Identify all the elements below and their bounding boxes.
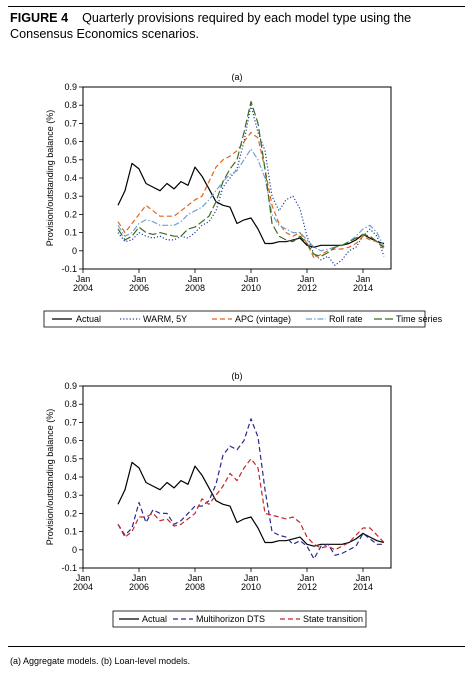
y-tick-label: 0.4	[64, 173, 77, 183]
panel-label: (a)	[232, 72, 243, 82]
plot-frame	[82, 385, 392, 569]
y-tick-label: 0.2	[64, 209, 77, 219]
y-tick-label: 0.1	[64, 228, 77, 238]
y-tick-label: 0.1	[64, 527, 77, 537]
plot-frame	[82, 86, 392, 270]
x-tick-label: 2008	[185, 582, 205, 592]
y-axis-label: Provision/outstanding balance (%)	[45, 110, 55, 247]
legend: Actual WARM, 5Y APC (vintage) Roll rate Time…	[43, 310, 443, 328]
panel-label: (b)	[232, 371, 243, 381]
legend: Actual Multihorizon DTS State transition	[112, 610, 367, 628]
series-line-actual	[117, 162, 385, 248]
legend-frame	[43, 310, 426, 328]
legend-label: Time series	[396, 314, 443, 324]
y-tick-label: 0.9	[64, 82, 77, 92]
x-tick-label: 2004	[73, 283, 93, 293]
y-tick-label: 0.2	[64, 508, 77, 518]
x-tick-label: Jan	[356, 573, 371, 583]
y-tick-label: 0.8	[64, 399, 77, 409]
x-tick-label: Jan	[132, 274, 147, 284]
series-line-roll-rate	[117, 148, 385, 252]
legend-label: Roll rate	[329, 314, 363, 324]
figure-caption-text: Quarterly provisions required by each mo…	[10, 11, 412, 41]
x-tick-label: Jan	[300, 274, 315, 284]
x-tick-label: 2014	[353, 283, 373, 293]
y-tick-label: 0.7	[64, 118, 77, 128]
y-tick-label: 0.9	[64, 381, 77, 391]
x-tick-label: Jan	[244, 573, 259, 583]
x-tick-label: Jan	[188, 274, 203, 284]
legend-label: State transition	[303, 614, 363, 624]
x-tick-label: 2014	[353, 582, 373, 592]
x-tick-label: Jan	[300, 573, 315, 583]
series-line-warm-5y	[117, 104, 385, 266]
y-tick-label: -0.1	[61, 264, 77, 274]
x-tick-label: 2012	[297, 283, 317, 293]
series-line-actual	[117, 461, 385, 547]
x-tick-label: Jan	[244, 274, 259, 284]
y-tick-label: 0	[72, 545, 77, 555]
x-tick-label: Jan	[76, 274, 91, 284]
legend-label: Actual	[76, 314, 101, 324]
y-tick-label: 0.8	[64, 100, 77, 110]
figure-number: FIGURE 4	[10, 11, 69, 25]
series-line-apc-vintage-	[117, 131, 385, 259]
legend-label: Multihorizon DTS	[196, 614, 265, 624]
legend-label: APC (vintage)	[235, 314, 291, 324]
x-tick-label: 2010	[241, 582, 261, 592]
chart-panel-a: (a)-0.100.10.20.30.40.50.60.70.80.9Jan20…	[43, 72, 443, 328]
legend-label: WARM, 5Y	[143, 314, 187, 324]
top-rule	[8, 6, 465, 7]
y-tick-label: 0.6	[64, 137, 77, 147]
chart-panel-b: (b)-0.100.10.20.30.40.50.60.70.80.9Jan20…	[45, 371, 392, 628]
series-line-time-series	[117, 100, 385, 257]
y-axis-label: Provision/outstanding balance (%)	[45, 409, 55, 546]
series-line-multihorizon-dts	[117, 418, 384, 560]
figure-caption: FIGURE 4 Quarterly provisions required by…	[10, 10, 465, 42]
x-tick-label: 2004	[73, 582, 93, 592]
x-tick-label: 2006	[129, 582, 149, 592]
y-tick-label: 0.3	[64, 191, 77, 201]
x-tick-label: Jan	[188, 573, 203, 583]
y-tick-label: 0.4	[64, 472, 77, 482]
x-tick-label: 2006	[129, 283, 149, 293]
x-tick-label: Jan	[132, 573, 147, 583]
x-tick-label: 2012	[297, 582, 317, 592]
y-tick-label: -0.1	[61, 563, 77, 573]
series-line-state-transition	[117, 458, 385, 551]
figure-footnote: (a) Aggregate models. (b) Loan-level mod…	[10, 656, 191, 666]
y-tick-label: 0.7	[64, 417, 77, 427]
x-tick-label: 2010	[241, 283, 261, 293]
y-tick-label: 0.3	[64, 490, 77, 500]
x-tick-label: Jan	[76, 573, 91, 583]
legend-frame	[112, 610, 367, 628]
y-tick-label: 0	[72, 246, 77, 256]
y-tick-label: 0.6	[64, 436, 77, 446]
y-tick-label: 0.5	[64, 454, 77, 464]
legend-label: Actual	[142, 614, 167, 624]
bottom-rule	[8, 646, 465, 647]
x-tick-label: 2008	[185, 283, 205, 293]
y-tick-label: 0.5	[64, 155, 77, 165]
x-tick-label: Jan	[356, 274, 371, 284]
